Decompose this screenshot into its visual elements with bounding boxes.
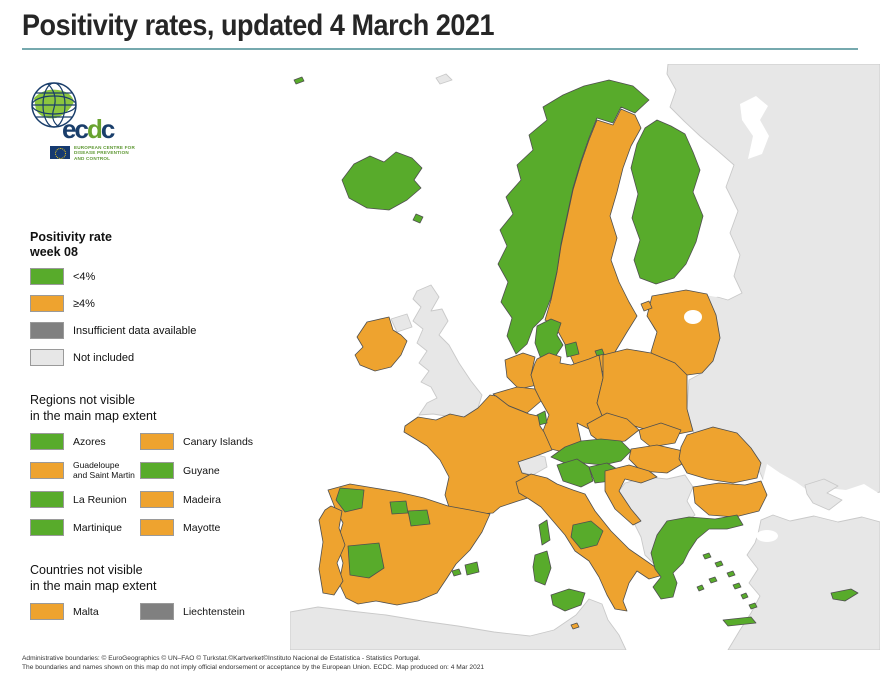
- sea-of-marmara: [756, 530, 778, 542]
- page-header: Positivity rates, updated 4 March 2021: [22, 6, 858, 46]
- country-finland: [630, 119, 704, 285]
- country-iceland: [341, 151, 423, 211]
- map-legend: Positivity rate week 08 <4% ≥4% Insuffic…: [30, 230, 280, 620]
- country-greek-island-2: [714, 560, 724, 568]
- swatch-malta: [30, 603, 64, 620]
- country-item-malta: Malta: [30, 603, 140, 620]
- country-malta: [570, 622, 580, 630]
- country-greece: [650, 514, 744, 600]
- swatch-canary-islands: [140, 433, 174, 450]
- swatch-guadeloupe: [30, 462, 64, 479]
- legend-item-low: <4%: [30, 268, 280, 285]
- country-hungary: [628, 444, 688, 474]
- country-united-kingdom: [412, 284, 483, 419]
- title-underline: [22, 48, 858, 50]
- country-france: [403, 394, 553, 515]
- region-item-mayotte: Mayotte: [140, 519, 280, 536]
- attribution-line2: The boundaries and names shown on this m…: [22, 664, 485, 671]
- country-greek-island-4: [708, 576, 718, 584]
- country-estonian-islands: [640, 300, 653, 312]
- region-spain-extremadura: [347, 542, 385, 579]
- countries-section-title: Countries not visible in the main map ex…: [30, 563, 157, 593]
- country-norway: [497, 79, 650, 355]
- legend-item-insufficient: Insufficient data available: [30, 322, 280, 339]
- country-denmark: [534, 318, 564, 360]
- legend-item-high: ≥4%: [30, 295, 280, 312]
- legend-item-not-included: Not included: [30, 349, 280, 366]
- region-item-madeira: Madeira: [140, 491, 280, 508]
- swatch-guyane: [140, 462, 174, 479]
- country-baltic-states: [646, 289, 721, 377]
- region-italy-central: [570, 520, 604, 550]
- country-czechia: [586, 412, 640, 445]
- country-romania: [678, 426, 762, 484]
- region-spain-navarra-aragon: [407, 509, 431, 527]
- region-item-guadeloupe: Guadeloupe and Saint Martin: [30, 460, 140, 480]
- region-spain-rioja: [389, 500, 409, 515]
- page-title: Positivity rates, updated 4 March 2021: [22, 9, 495, 42]
- region-item-la-reunion: La Reunion: [30, 491, 140, 508]
- gulf-of-riga: [684, 310, 702, 324]
- country-greek-island-3: [726, 570, 736, 578]
- regions-grid: Azores Canary Islands Guadeloupe and Sai…: [30, 433, 280, 536]
- country-slovakia: [638, 422, 682, 448]
- swatch-not-included: [30, 349, 64, 366]
- country-rhodes: [748, 602, 758, 610]
- swatch-la-reunion: [30, 491, 64, 508]
- countries-grid: Malta Liechtenstein: [30, 603, 280, 620]
- country-zealand: [564, 341, 580, 358]
- country-cyprus: [830, 588, 859, 602]
- country-northern-ireland: [390, 313, 413, 333]
- country-sardinia: [532, 550, 552, 586]
- region-item-canary-islands: Canary Islands: [140, 433, 280, 450]
- country-germany: [530, 352, 606, 454]
- swatch-martinique: [30, 519, 64, 536]
- map-panel: ecdc EUROPEAN CENTRE FOR DISEASE PREVENT…: [0, 64, 880, 650]
- country-greek-island-1: [702, 552, 712, 560]
- country-greek-island-7: [740, 592, 749, 600]
- attribution-line1: Administrative boundaries: © EuroGeograp…: [22, 655, 421, 662]
- country-crimea: [804, 478, 843, 511]
- country-bornholm: [594, 348, 605, 357]
- swatch-madeira: [140, 491, 174, 508]
- country-ireland: [354, 316, 408, 372]
- country-turkey: [727, 514, 880, 650]
- country-greek-island-6: [696, 584, 705, 592]
- swatch-azores: [30, 433, 64, 450]
- region-item-guyane: Guyane: [140, 461, 280, 480]
- swatch-insufficient: [30, 322, 64, 339]
- europe-map: [290, 64, 880, 650]
- region-spain-northwest: [335, 487, 365, 513]
- country-corsica: [538, 519, 551, 546]
- country-sicily: [550, 588, 586, 612]
- white-sea: [740, 96, 769, 159]
- swatch-low: [30, 268, 64, 285]
- ecdc-logo: ecdc EUROPEAN CENTRE FOR DISEASE PREVENT…: [28, 80, 148, 162]
- country-croatia: [604, 464, 658, 526]
- country-greek-island-5: [732, 582, 742, 590]
- country-crete: [722, 616, 757, 627]
- country-portugal: [318, 505, 346, 596]
- ecdc-globe-icon: [31, 82, 77, 128]
- swatch-mayotte: [140, 519, 174, 536]
- regions-section-title: Regions not visible in the main map exte…: [30, 393, 157, 423]
- country-balearic-islands: [464, 561, 480, 576]
- country-faroe-islands: [412, 213, 424, 224]
- country-jan-mayen: [293, 76, 305, 85]
- country-balearic-islet: [451, 568, 462, 577]
- ecdc-org-name: EUROPEAN CENTRE FOR DISEASE PREVENTION A…: [74, 145, 135, 161]
- legend-title: Positivity rate week 08: [30, 230, 112, 259]
- region-italy-northeast: [556, 458, 594, 488]
- region-item-martinique: Martinique: [30, 519, 140, 536]
- swatch-liechtenstein: [140, 603, 174, 620]
- region-item-azores: Azores: [30, 433, 140, 450]
- swatch-high: [30, 295, 64, 312]
- country-item-liechtenstein: Liechtenstein: [140, 603, 280, 620]
- ecdc-wordmark: ecdc: [62, 114, 115, 144]
- country-svalbard-fragment: [435, 73, 453, 85]
- country-bulgaria: [692, 480, 768, 518]
- country-north-africa: [290, 598, 627, 650]
- map-attribution: Administrative boundaries: © EuroGeograp…: [22, 654, 862, 672]
- eu-flag-icon: [50, 146, 70, 159]
